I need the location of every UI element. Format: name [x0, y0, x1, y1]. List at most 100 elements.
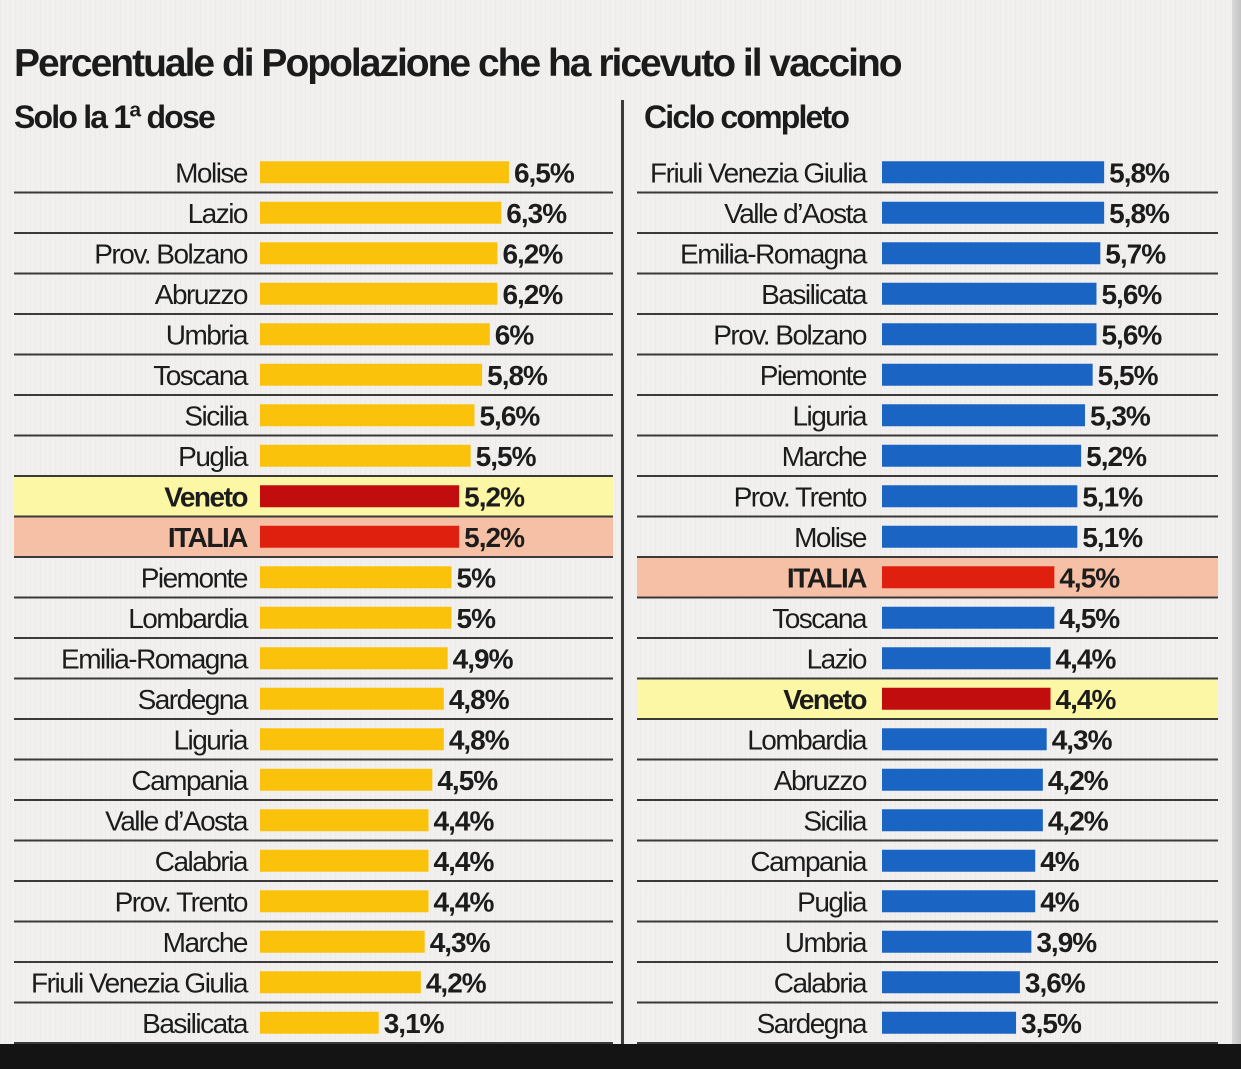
- full-cycle-category-label-sicilia: Sicilia: [803, 805, 868, 836]
- full-cycle-category-label-prov-trento: Prov. Trento: [734, 481, 867, 512]
- first-dose-category-label-valle-d-aosta: Valle d’Aosta: [105, 805, 249, 836]
- full-cycle-bar-sicilia: [882, 809, 1043, 832]
- chart-title: Percentuale di Popolazione che ha ricevu…: [14, 42, 903, 85]
- first-dose-value-label-prov-bolzano: 6,2%: [502, 238, 563, 269]
- full-cycle-category-label-piemonte: Piemonte: [760, 360, 867, 391]
- first-dose-category-label-friuli-venezia-giulia: Friuli Venezia Giulia: [31, 967, 249, 998]
- bottom-bar: [0, 1044, 1241, 1069]
- first-dose-bar-prov-bolzano: [260, 242, 498, 265]
- first-dose-category-label-calabria: Calabria: [155, 846, 249, 877]
- full-cycle-bar-valle-d-aosta: [882, 201, 1105, 224]
- first-dose-value-label-prov-trento: 4,4%: [434, 886, 495, 917]
- full-cycle-category-label-lombardia: Lombardia: [747, 724, 868, 755]
- first-dose-bar-campania: [260, 768, 433, 791]
- panel-divider: [621, 100, 624, 1044]
- first-dose-category-label-abruzzo: Abruzzo: [155, 279, 248, 310]
- first-dose-bar-chart: Molise 6,5% Lazio 6,3% Prov. Bolzano 6,2% Abru…: [14, 157, 613, 1044]
- full-cycle-value-label-liguria: 5,3%: [1090, 400, 1151, 431]
- first-dose-value-label-sardegna: 4,8%: [449, 684, 510, 715]
- full-cycle-category-label-campania: Campania: [750, 846, 868, 877]
- full-cycle-category-label-lazio: Lazio: [807, 643, 867, 674]
- full-cycle-bar-puglia: [882, 890, 1036, 913]
- first-dose-category-label-prov-trento: Prov. Trento: [115, 886, 248, 917]
- first-dose-category-label-emilia-romagna: Emilia-Romagna: [61, 643, 249, 674]
- full-cycle-bar-molise: [882, 525, 1078, 548]
- full-cycle-bar-calabria: [882, 971, 1020, 994]
- full-cycle-bar-emilia-romagna: [882, 242, 1101, 265]
- full-cycle-value-label-abruzzo: 4,2%: [1048, 765, 1109, 796]
- full-cycle-category-label-calabria: Calabria: [774, 967, 868, 998]
- full-cycle-category-label-veneto: Veneto: [783, 684, 867, 715]
- full-cycle-bar-lazio: [882, 647, 1051, 670]
- first-dose-value-label-marche: 4,3%: [430, 927, 491, 958]
- full-cycle-bar-marche: [882, 444, 1082, 467]
- full-cycle-bar-prov-bolzano: [882, 323, 1097, 346]
- full-cycle-bar-basilicata: [882, 282, 1097, 305]
- first-dose-value-label-emilia-romagna: 4,9%: [453, 643, 514, 674]
- first-dose-bar-veneto: [260, 485, 460, 508]
- first-dose-bar-sardegna: [260, 687, 444, 710]
- full-cycle-value-label-molise: 5,1%: [1082, 522, 1143, 553]
- full-cycle-category-label-emilia-romagna: Emilia-Romagna: [680, 238, 868, 269]
- full-cycle-category-label-friuli-venezia-giulia: Friuli Venezia Giulia: [650, 157, 868, 188]
- full-cycle-bar-chart: Friuli Venezia Giulia 5,8% Valle d’Aosta 5,…: [637, 157, 1218, 1044]
- full-cycle-value-label-toscana: 4,5%: [1059, 603, 1120, 634]
- full-cycle-value-label-emilia-romagna: 5,7%: [1105, 238, 1166, 269]
- full-cycle-value-label-italia: 4,5%: [1059, 562, 1120, 593]
- first-dose-bar-lazio: [260, 201, 502, 224]
- first-dose-value-label-umbria: 6%: [495, 319, 535, 350]
- first-dose-bar-lombardia: [260, 606, 452, 629]
- full-cycle-bar-liguria: [882, 404, 1085, 427]
- first-dose-bar-friuli-venezia-giulia: [260, 971, 421, 994]
- first-dose-value-label-molise: 6,5%: [514, 157, 575, 188]
- first-dose-category-label-liguria: Liguria: [173, 724, 248, 755]
- first-dose-value-label-valle-d-aosta: 4,4%: [434, 805, 495, 836]
- first-dose-category-label-lombardia: Lombardia: [128, 603, 249, 634]
- first-dose-value-label-basilicata: 3,1%: [384, 1008, 445, 1039]
- first-dose-value-label-friuli-venezia-giulia: 4,2%: [426, 967, 487, 998]
- full-cycle-bar-abruzzo: [882, 768, 1043, 791]
- first-dose-value-label-puglia: 5,5%: [476, 441, 537, 472]
- full-cycle-value-label-sicilia: 4,2%: [1048, 805, 1109, 836]
- first-dose-bar-toscana: [260, 363, 483, 386]
- first-dose-bar-puglia: [260, 444, 471, 467]
- first-dose-value-label-piemonte: 5%: [457, 562, 497, 593]
- full-cycle-category-label-molise: Molise: [794, 522, 867, 553]
- first-dose-category-label-puglia: Puglia: [178, 441, 249, 472]
- first-dose-value-label-italia: 5,2%: [464, 522, 525, 553]
- full-cycle-category-label-sardegna: Sardegna: [757, 1008, 868, 1039]
- first-dose-bar-calabria: [260, 849, 429, 872]
- first-dose-bar-sicilia: [260, 404, 475, 427]
- full-cycle-value-label-umbria: 3,9%: [1036, 927, 1097, 958]
- first-dose-panel-title: Solo la 1ª dose: [14, 99, 216, 135]
- full-cycle-category-label-valle-d-aosta: Valle d’Aosta: [724, 198, 868, 229]
- first-dose-category-label-piemonte: Piemonte: [141, 562, 248, 593]
- first-dose-category-label-toscana: Toscana: [153, 360, 249, 391]
- full-cycle-value-label-valle-d-aosta: 5,8%: [1109, 198, 1170, 229]
- first-dose-category-label-italia: ITALIA: [168, 522, 248, 553]
- first-dose-value-label-sicilia: 5,6%: [479, 400, 540, 431]
- full-cycle-value-label-prov-trento: 5,1%: [1082, 481, 1143, 512]
- full-cycle-category-label-abruzzo: Abruzzo: [774, 765, 867, 796]
- first-dose-bar-piemonte: [260, 566, 452, 589]
- first-dose-bar-valle-d-aosta: [260, 809, 429, 832]
- first-dose-bar-umbria: [260, 323, 490, 346]
- full-cycle-category-label-basilicata: Basilicata: [761, 279, 868, 310]
- first-dose-category-label-campania: Campania: [131, 765, 249, 796]
- full-cycle-category-label-toscana: Toscana: [772, 603, 868, 634]
- first-dose-value-label-lazio: 6,3%: [506, 198, 567, 229]
- first-dose-value-label-liguria: 4,8%: [449, 724, 510, 755]
- first-dose-value-label-campania: 4,5%: [437, 765, 498, 796]
- full-cycle-bar-lombardia: [882, 728, 1047, 751]
- full-cycle-value-label-lombardia: 4,3%: [1052, 724, 1113, 755]
- first-dose-category-label-umbria: Umbria: [166, 319, 249, 350]
- first-dose-value-label-calabria: 4,4%: [434, 846, 495, 877]
- full-cycle-bar-toscana: [882, 606, 1055, 629]
- full-cycle-value-label-basilicata: 5,6%: [1101, 279, 1162, 310]
- full-cycle-value-label-friuli-venezia-giulia: 5,8%: [1109, 157, 1170, 188]
- first-dose-bar-molise: [260, 161, 509, 184]
- full-cycle-value-label-marche: 5,2%: [1086, 441, 1147, 472]
- full-cycle-value-label-veneto: 4,4%: [1056, 684, 1117, 715]
- full-cycle-category-label-liguria: Liguria: [792, 400, 867, 431]
- first-dose-value-label-toscana: 5,8%: [487, 360, 548, 391]
